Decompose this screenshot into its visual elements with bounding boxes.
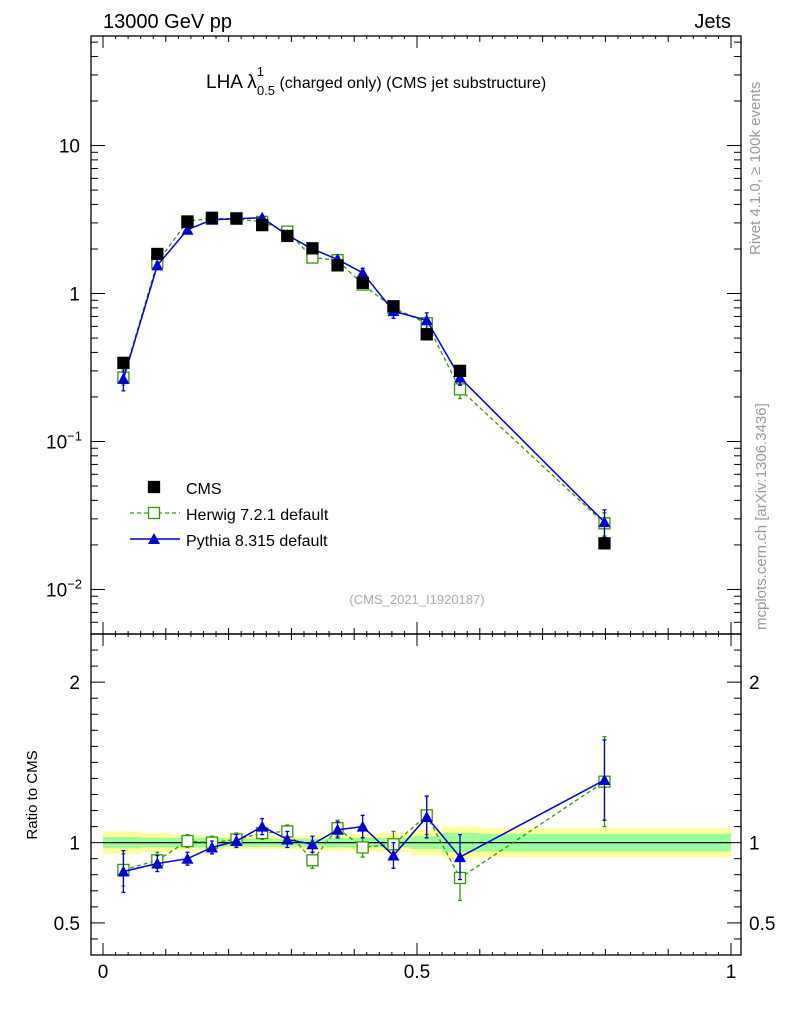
pythia-line <box>122 217 605 523</box>
cms-point <box>356 276 369 290</box>
rivet-label: Rivet 4.1.0, ≥ 100k events <box>747 82 764 255</box>
pythia-point <box>356 266 369 278</box>
pythia-ratio-point <box>117 865 130 877</box>
pythia-ratio-point <box>230 835 243 847</box>
header-left: 13000 GeV pp <box>103 11 232 33</box>
pythia-ratio-point <box>151 857 164 869</box>
pythia-ratio-point <box>281 833 294 845</box>
pythia-ratio-point <box>387 849 400 861</box>
pythia-ratio-point <box>454 851 467 863</box>
x-tick-label: 0.5 <box>404 962 430 983</box>
cms-point <box>281 229 294 243</box>
cms-point <box>117 356 130 369</box>
pythia-ratio-point <box>331 823 344 835</box>
legend-cms-label: CMS <box>186 481 222 498</box>
pythia-ratio-point <box>356 820 369 832</box>
pythia-ratio-point <box>420 810 433 822</box>
y-tick-label: 1 <box>69 834 80 855</box>
ratio-plot: 0.5 0.5 1 1 2 2 0 0.5 1 Ratio to CMS <box>24 633 775 983</box>
pythia-ratio-line <box>123 779 605 873</box>
pythia-ratio-point <box>256 820 269 832</box>
cms-point <box>205 211 219 224</box>
herwig-line <box>122 217 605 524</box>
cms-point <box>387 300 400 313</box>
pythia-ratio-point <box>306 838 319 850</box>
cms-point <box>181 215 194 229</box>
pythia-ratio-point <box>181 852 194 864</box>
legend-herwig-label: Herwig 7.2.1 default <box>186 507 329 524</box>
cms-point <box>331 259 344 272</box>
cms-point <box>598 537 611 550</box>
header-right: Jets <box>694 11 731 33</box>
main-plot: 10 1 10−1 10−2 LHA λ1 0.5 (charged only) (CMS… <box>46 35 742 635</box>
y-tick-label: 0.5 <box>54 914 80 935</box>
y-tick-label: 1 <box>69 285 80 306</box>
y-tick-label-right: 0.5 <box>749 914 775 935</box>
legend-cms-marker <box>147 480 161 494</box>
ratio-frame <box>90 633 742 956</box>
legend-pythia-label: Pythia 8.315 default <box>186 533 328 550</box>
y-tick-label: 2 <box>69 673 80 694</box>
pythia-point <box>151 259 164 271</box>
pythia-ratio-point <box>598 774 611 786</box>
cms-point <box>420 328 433 341</box>
herwig-ratio-point <box>181 834 194 848</box>
pythia-point <box>117 372 130 384</box>
y-tick-label: 10 <box>59 137 80 158</box>
analysis-id: (CMS_2021_I1920187) <box>349 592 484 607</box>
pythia-point <box>454 371 467 383</box>
x-tick-label: 1 <box>726 962 737 983</box>
legend-herwig-marker <box>147 506 161 520</box>
plot-title: LHA λ1 0.5 (charged only) (CMS jet substr… <box>206 64 546 98</box>
cms-point <box>306 242 319 255</box>
pythia-ratio-point <box>205 841 218 853</box>
y-tick-label-right: 2 <box>749 673 760 694</box>
pythia-point <box>598 516 611 528</box>
cms-point <box>256 218 269 232</box>
pythia-point <box>420 314 433 326</box>
x-tick-label: 0 <box>98 962 109 983</box>
herwig-ratio-point <box>306 854 319 867</box>
mcplots-label: mcplots.cern.ch [arXiv:1306.3436] <box>753 403 770 630</box>
ratio-y-axis-label: Ratio to CMS <box>24 750 41 839</box>
y-tick-label: 10−1 <box>46 428 82 453</box>
legend-pythia-marker <box>148 533 160 544</box>
cms-point <box>230 212 243 225</box>
cms-point <box>453 364 467 378</box>
cms-point <box>151 247 164 261</box>
pythia-point <box>181 223 194 235</box>
y-tick-label: 10−2 <box>46 576 82 601</box>
herwig-ratio-point <box>356 841 369 854</box>
y-tick-label-right: 1 <box>749 834 760 855</box>
